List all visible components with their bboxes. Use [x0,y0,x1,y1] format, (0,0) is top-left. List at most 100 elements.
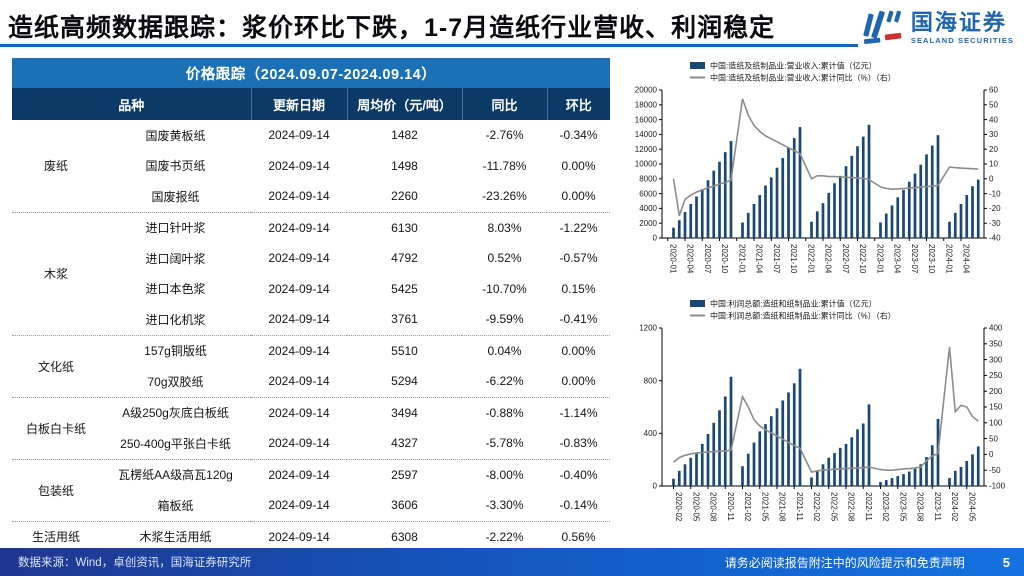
svg-text:100: 100 [989,419,1003,428]
svg-text:40: 40 [989,115,998,124]
svg-text:2020-07: 2020-07 [703,244,712,274]
svg-text:10000: 10000 [635,160,658,169]
table-row: 包装纸 瓦楞纸AA级高瓦120g 2024-09-14 2597 -8.00% -0.40… [12,459,610,522]
value-cell: 5294 [347,366,463,398]
value-cell: 4792 [391,251,418,266]
profit-chart-svg: 0 400 800 1200 -100 -50 0 50 100 150 200 250 300 350 4… [639,299,1006,522]
col-header-update-date: 更新日期 [250,88,348,120]
svg-text:-30: -30 [989,219,1001,228]
value-cell: 0.04% [487,343,522,358]
svg-text:2021-11: 2021-11 [795,492,804,521]
category-cell: 木浆 [12,212,100,336]
table-row: 箱板纸 2024-09-14 3606 -3.30% -0.14% [12,490,611,522]
svg-text:16000: 16000 [635,115,658,124]
value-cell: 3606 [347,490,463,522]
value-cell: -23.26% [462,181,548,213]
svg-text:6000: 6000 [639,189,657,198]
svg-text:0: 0 [989,175,994,184]
value-cell: A级250g灰底白板纸 [122,406,229,421]
profit-chart: 0 400 800 1200 -100 -50 0 50 100 150 200 250 300 350 4… [626,296,1022,542]
value-cell: 0.52% [487,251,522,266]
svg-text:中国:造纸及纸制品业:营业收入:累计同比（%）（右）: 中国:造纸及纸制品业:营业收入:累计同比（%）（右） [710,73,896,83]
svg-text:2022-08: 2022-08 [847,492,856,522]
svg-text:2020-10: 2020-10 [720,244,729,274]
value-cell: 2024-09-14 [268,128,330,143]
svg-text:12000: 12000 [635,145,658,154]
svg-text:2023-02: 2023-02 [881,492,890,522]
svg-text:2021-02: 2021-02 [743,492,752,522]
page-number: 5 [1002,554,1010,570]
value-cell: 2024-09-14 [251,366,348,398]
value-cell: 2024-09-14 [268,467,330,482]
value-cell: 8.03% [487,220,522,235]
footer-bar: 数据来源：Wind，卓创资讯，国海证券研究所 请务必阅读报告附注中的风险提示和免… [0,548,1024,576]
value-cell: 0.00% [547,366,611,398]
value-cell: -1.22% [559,220,598,235]
svg-text:中国:造纸及纸制品业:营业收入:累计值（亿元）: 中国:造纸及纸制品业:营业收入:累计值（亿元） [710,61,877,71]
col-header-mom: 环比 [546,88,611,120]
category-cell: 白板白卡纸 [12,397,100,460]
value-cell: -5.78% [462,428,548,460]
value-cell: 4327 [347,428,463,460]
table-row: 进口阔叶浆 2024-09-14 4792 0.52% -0.57% [12,243,610,274]
svg-text:2022-07: 2022-07 [841,244,850,274]
value-cell: 2024-09-14 [268,405,330,420]
value-cell: -0.83% [547,428,611,460]
svg-text:2022-01: 2022-01 [806,244,815,274]
category-cell: 文化纸 [12,335,100,398]
logo-name: 国海证券 [910,9,1007,35]
svg-text:300: 300 [989,355,1003,364]
revenue-chart-svg: 0 2000 4000 6000 8000 10000 12000 14000 16000 180… [635,61,1001,274]
svg-text:200: 200 [989,387,1003,396]
value-cell: 瓦楞纸AA级高瓦120g [118,468,233,483]
value-cell: -11.78% [482,158,527,173]
value-cell: 国废黄板纸 [145,128,206,143]
table-row: 进口本色浆 2024-09-14 5425 -10.70% 0.15% [12,274,610,305]
page-title: 造纸高频数据跟踪：浆价环比下跌，1-7月造纸行业营收、利润稳定 [8,14,776,42]
value-cell: -0.14% [547,490,611,522]
svg-text:18000: 18000 [635,101,658,110]
value-cell: -1.14% [559,405,598,420]
value-cell: -10.70% [482,281,527,296]
table-row: 废纸 国废黄板纸 2024-09-14 1482 -2.76% -0.34% [12,120,610,213]
svg-text:20: 20 [989,145,998,154]
value-cell: 6130 [391,220,418,235]
svg-text:-20: -20 [989,204,1001,213]
svg-text:350: 350 [989,340,1003,349]
svg-text:30: 30 [989,130,998,139]
svg-text:中国:利润总额:造纸和纸制品业:累计同比（%）（右）: 中国:利润总额:造纸和纸制品业:累计同比（%）（右） [710,311,896,321]
col-header-weekly-price: 周均价（元/吨） [346,88,463,120]
svg-text:250: 250 [989,371,1003,380]
value-cell: 5510 [391,343,418,358]
value-cell: 国废书页纸 [145,159,206,174]
svg-text:-40: -40 [989,234,1001,243]
svg-text:-100: -100 [989,482,1006,491]
svg-text:-10: -10 [989,189,1001,198]
value-cell: 进口化机浆 [100,304,252,336]
price-tracking-table: 价格跟踪（2024.09.07-2024.09.14） 品种 更新日期 周均价（… [12,58,611,553]
svg-text:2022-04: 2022-04 [824,244,833,274]
value-cell: 70g双胶纸 [100,366,252,398]
svg-text:2023-04: 2023-04 [893,244,902,274]
table-row: 70g双胶纸 2024-09-14 5294 -6.22% 0.00% [12,366,611,398]
value-cell: 2024-09-14 [251,181,348,213]
value-cell: 箱板纸 [100,490,252,522]
value-cell: 2024-09-14 [268,251,330,266]
svg-text:8000: 8000 [639,175,657,184]
value-cell: -2.22% [462,521,548,553]
svg-text:2020-05: 2020-05 [691,492,700,522]
svg-text:2021-07: 2021-07 [772,244,781,274]
svg-text:4000: 4000 [639,204,657,213]
value-cell: 2024-09-14 [268,220,330,235]
svg-text:0: 0 [653,234,658,243]
svg-text:2021-08: 2021-08 [778,492,787,522]
svg-text:2023-07: 2023-07 [910,244,919,274]
value-cell: -9.59% [462,304,548,336]
svg-text:2000: 2000 [639,219,657,228]
value-cell: 0.00% [561,158,596,173]
table-row: 木浆 进口针叶浆 2024-09-14 6130 8.03% -1.22% [12,212,610,336]
svg-text:2021-04: 2021-04 [755,244,764,274]
svg-text:800: 800 [644,376,658,385]
svg-text:1200: 1200 [639,324,657,333]
